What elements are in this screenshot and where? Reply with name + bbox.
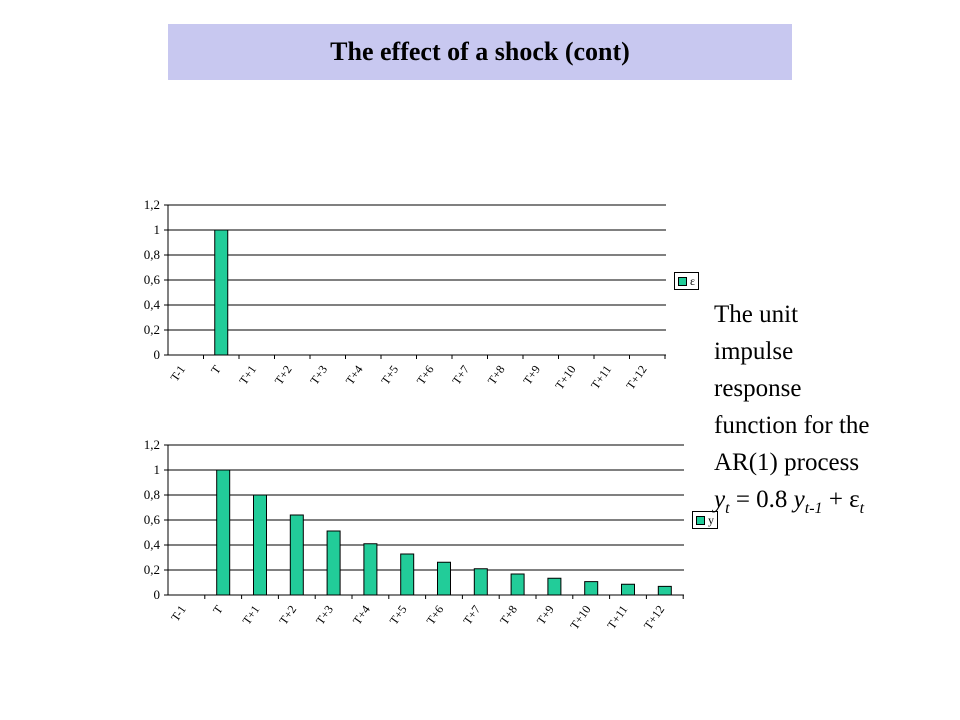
x-tick-label: T+11 bbox=[588, 363, 614, 392]
legend-y: y bbox=[692, 511, 718, 529]
x-tick-label: T+4 bbox=[350, 603, 373, 628]
x-tick-label: T+6 bbox=[414, 363, 437, 388]
x-tick-label: T+12 bbox=[641, 603, 667, 632]
x-tick-label: T+11 bbox=[604, 603, 630, 632]
x-tick-label: T+8 bbox=[485, 363, 508, 388]
x-tick-label: T+5 bbox=[387, 603, 410, 628]
caption-equation: yt = 0.8 yt-1 + εt bbox=[714, 481, 954, 527]
x-tick-label: T+8 bbox=[497, 603, 520, 628]
y-tick-label: 0 bbox=[154, 347, 161, 362]
y-tick-label: 0,6 bbox=[144, 512, 161, 527]
x-tick-label: T+10 bbox=[567, 603, 593, 632]
x-tick-label: T+10 bbox=[552, 363, 578, 392]
bar bbox=[214, 229, 229, 356]
x-tick-label: T+1 bbox=[236, 363, 259, 388]
y-tick-label: 0,2 bbox=[144, 322, 160, 337]
legend-label: ε bbox=[690, 273, 696, 288]
x-tick-label: T+1 bbox=[239, 603, 262, 628]
y-tick-label: 1,2 bbox=[144, 437, 160, 452]
legend-epsilon: ε bbox=[674, 272, 700, 290]
title-bar: The effect of a shock (cont) bbox=[168, 24, 792, 80]
bar bbox=[253, 494, 267, 596]
bar bbox=[437, 561, 451, 596]
eq-t: t bbox=[725, 500, 730, 517]
y-tick-label: 1 bbox=[154, 222, 161, 237]
x-tick-label: T+6 bbox=[423, 603, 446, 628]
legend-label: y bbox=[708, 512, 714, 527]
x-tick-label: T+3 bbox=[313, 603, 336, 628]
y-tick-label: 1,2 bbox=[144, 197, 160, 212]
page-title: The effect of a shock (cont) bbox=[330, 37, 630, 66]
bar bbox=[326, 530, 341, 596]
bar bbox=[400, 553, 415, 596]
x-tick-label: T+7 bbox=[460, 603, 483, 628]
x-tick-label: T+9 bbox=[534, 603, 557, 628]
eq-t2: t bbox=[859, 500, 865, 517]
bar bbox=[584, 581, 599, 596]
legend-swatch bbox=[678, 276, 687, 286]
y-tick-label: 0,4 bbox=[144, 297, 161, 312]
bar bbox=[363, 543, 378, 596]
y-tick-label: 0,6 bbox=[144, 272, 161, 287]
caption-line: impulse bbox=[714, 338, 794, 365]
eq-t1: t-1 bbox=[804, 500, 823, 517]
x-tick-label: T+2 bbox=[276, 603, 299, 628]
x-tick-label: T+2 bbox=[272, 363, 295, 388]
caption-line: AR(1) process bbox=[714, 449, 860, 476]
caption-line: The unit bbox=[714, 301, 799, 328]
bar bbox=[657, 585, 672, 596]
y-tick-label: 0,8 bbox=[144, 487, 160, 502]
bar bbox=[621, 583, 635, 596]
y-tick-label: 0,4 bbox=[144, 537, 161, 552]
y-tick-label: 0,2 bbox=[144, 562, 160, 577]
eq-y: y bbox=[714, 486, 726, 513]
eq-plus: + bbox=[822, 486, 850, 513]
eq-eps: ε bbox=[849, 486, 860, 513]
eq-mid: = 0.8 bbox=[729, 486, 794, 513]
bar bbox=[216, 469, 231, 596]
caption-line: response bbox=[714, 375, 802, 402]
legend-swatch bbox=[696, 515, 705, 525]
y-tick-label: 0,8 bbox=[144, 247, 160, 262]
x-tick-label: T bbox=[210, 602, 226, 617]
caption: The unit impulse response function for t… bbox=[714, 296, 954, 527]
x-tick-label: T+7 bbox=[449, 363, 472, 388]
x-tick-label: T-1 bbox=[168, 603, 189, 624]
caption-line: function for the bbox=[714, 412, 870, 439]
x-tick-label: T+4 bbox=[343, 363, 366, 388]
bar bbox=[473, 568, 488, 596]
bar bbox=[510, 573, 525, 596]
bar bbox=[289, 514, 304, 596]
x-tick-label: T+5 bbox=[378, 363, 401, 388]
eq-y2: y bbox=[793, 486, 805, 513]
y-tick-label: 0 bbox=[154, 587, 161, 602]
x-tick-label: T+12 bbox=[623, 363, 649, 392]
bar bbox=[547, 577, 562, 596]
x-tick-label: T-1 bbox=[167, 363, 188, 384]
x-tick-label: T+3 bbox=[307, 363, 330, 388]
y-tick-label: 1 bbox=[154, 462, 161, 477]
x-tick-label: T+9 bbox=[520, 363, 543, 388]
x-tick-label: T bbox=[208, 362, 224, 377]
